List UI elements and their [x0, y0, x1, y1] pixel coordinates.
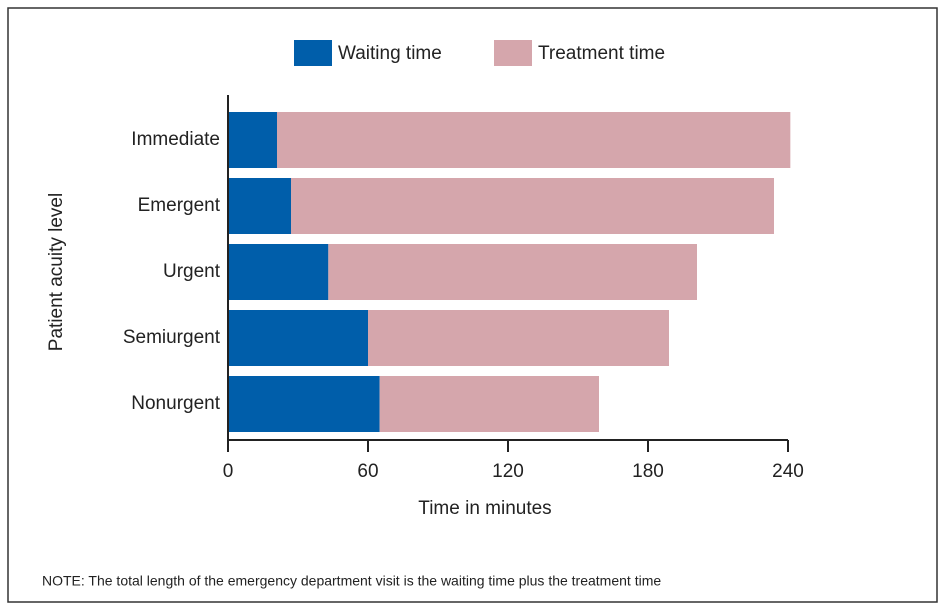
- bar: [291, 178, 774, 234]
- bar: [228, 178, 291, 234]
- legend-label: Waiting time: [338, 43, 442, 64]
- bar: [368, 310, 669, 366]
- frame: [7, 7, 938, 603]
- x-tick-label: 120: [492, 461, 524, 482]
- legend-label: Treatment time: [538, 43, 665, 64]
- y-tick-label: Semiurgent: [123, 327, 221, 348]
- y-tick-label: Emergent: [138, 195, 221, 216]
- x-axis-title: Time in minutes: [418, 498, 551, 519]
- y-axis-title: Patient acuity level: [46, 193, 67, 351]
- bar: [228, 310, 368, 366]
- bar: [328, 244, 697, 300]
- y-tick-label: Immediate: [131, 129, 220, 150]
- y-tick-label: Nonurgent: [131, 393, 220, 414]
- legend-swatch: [494, 40, 532, 66]
- x-tick-label: 60: [357, 461, 378, 482]
- bar: [228, 244, 329, 300]
- x-tick-label: 240: [772, 461, 804, 482]
- bar: [228, 112, 277, 168]
- bar: [228, 376, 380, 432]
- y-tick-label: Urgent: [163, 261, 221, 282]
- legend-swatch: [294, 40, 332, 66]
- x-tick-label: 180: [632, 461, 664, 482]
- note: NOTE: The total length of the emergency …: [42, 573, 661, 589]
- x-tick-label: 0: [223, 461, 234, 482]
- bar: [277, 112, 791, 168]
- bar: [379, 376, 599, 432]
